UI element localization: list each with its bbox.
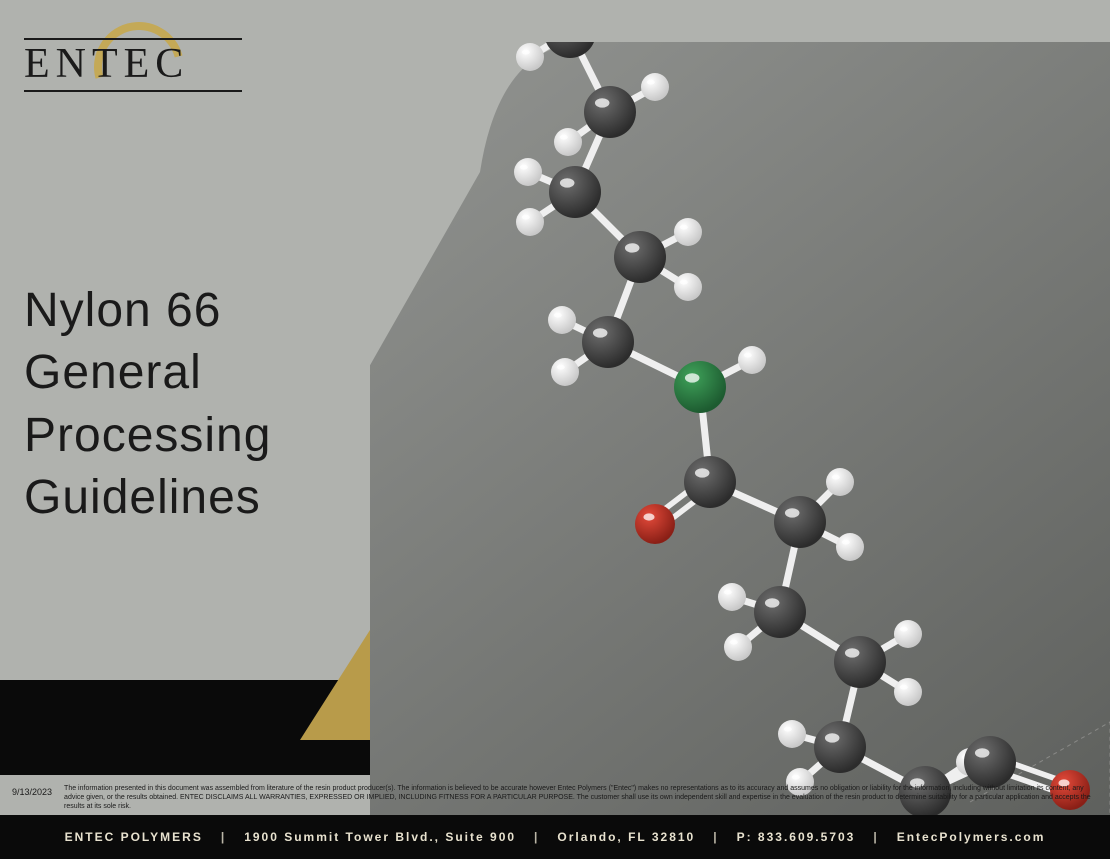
- footer-separator: |: [534, 830, 539, 844]
- document-title: Nylon 66GeneralProcessingGuidelines: [24, 280, 271, 530]
- disclaimer-row: 9/13/2023 The information presented in t…: [12, 784, 1098, 811]
- molecule-svg: [370, 42, 1110, 822]
- company-logo: ENTEC: [24, 28, 244, 98]
- footer-website: EntecPolymers.com: [879, 830, 1064, 844]
- footer-separator: |: [873, 830, 878, 844]
- footer-bar: ENTEC POLYMERS | 1900 Summit Tower Blvd.…: [0, 815, 1110, 859]
- document-cover: ENTEC Nylon 66GeneralProcessingGuideline…: [0, 0, 1110, 859]
- disclaimer-date: 9/13/2023: [12, 784, 52, 797]
- footer-separator: |: [713, 830, 718, 844]
- footer-company: ENTEC POLYMERS: [47, 830, 221, 844]
- molecule-graphic: [370, 42, 1110, 782]
- disclaimer-text: The information presented in this docume…: [64, 784, 1098, 811]
- footer-phone: P: 833.609.5703: [719, 830, 874, 844]
- logo-text: ENTEC: [24, 40, 189, 88]
- footer-city: Orlando, FL 32810: [539, 830, 713, 844]
- logo-rule-bottom: [24, 90, 242, 92]
- footer-address: 1900 Summit Tower Blvd., Suite 900: [226, 830, 534, 844]
- footer-separator: |: [221, 830, 226, 844]
